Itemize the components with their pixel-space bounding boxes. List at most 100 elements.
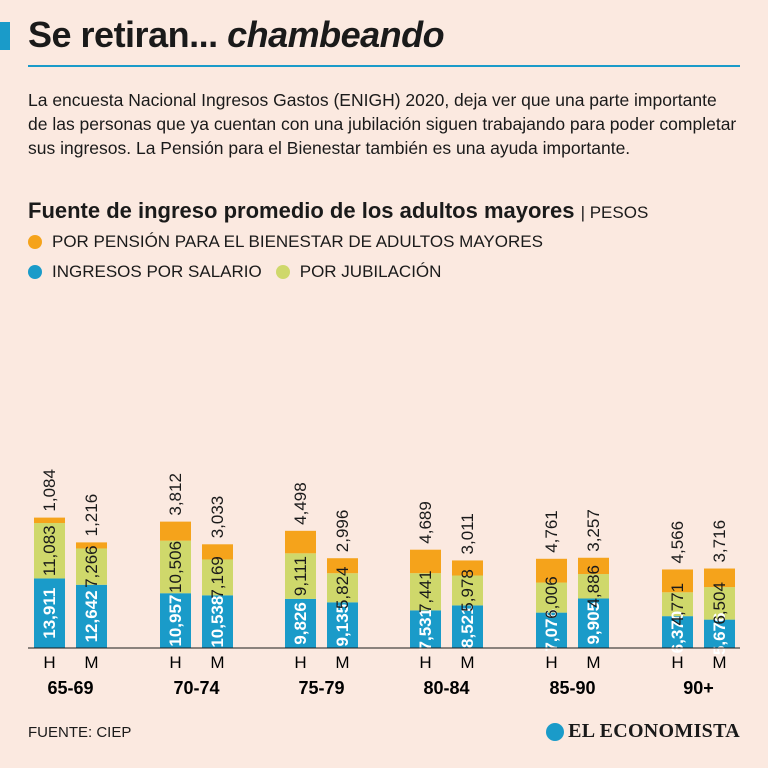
data-label-pension: 4,498 (291, 482, 310, 525)
legend-row-1: POR PENSIÓN PARA EL BIENESTAR DE ADULTOS… (28, 232, 557, 252)
legend-dot-jubilacion (275, 265, 290, 279)
bar-segment-pension (34, 517, 65, 524)
bar-segment-jubilacion (410, 573, 441, 611)
x-group-label: 80-84 (423, 678, 469, 698)
title-divider (28, 65, 740, 67)
data-label-jubilacion: 11,083 (40, 525, 59, 576)
chart-units: | PESOS (580, 203, 649, 222)
data-label-jubilacion: 5,978 (458, 569, 477, 612)
bar-segment-pension (536, 558, 567, 583)
x-group-label: 75-79 (298, 678, 344, 698)
title-accent-bar (0, 22, 10, 50)
x-sub-label: M (84, 653, 98, 672)
legend-label-jubilacion: POR JUBILACIÓN (299, 262, 442, 281)
data-label-jubilacion: 10,506 (166, 541, 185, 593)
bar-segment-pension (410, 549, 441, 574)
chart-title: Fuente de ingreso promedio de los adulto… (28, 198, 649, 223)
data-label-pension: 4,761 (542, 510, 561, 553)
bar-segment-salario (410, 610, 441, 648)
bar-segment-pension (160, 521, 191, 541)
bar-segment-pension (327, 558, 358, 574)
stacked-bar-chart: 13,911 11,083 1,084 H 12,642 7,266 1,216 M 10,95… (28, 469, 740, 698)
bar-segment-jubilacion (76, 548, 107, 585)
bar-segment-pension (578, 557, 609, 575)
legend-row-2: INGRESOS POR SALARIO POR JUBILACIÓN (28, 262, 455, 282)
bar-segment-pension (662, 569, 693, 593)
x-group-label: 90+ (683, 678, 714, 698)
x-sub-label: H (419, 653, 431, 672)
brand-name: EL ECONOMISTA (568, 720, 740, 742)
page-title: Se retiran... chambeando (28, 14, 445, 55)
x-sub-label: H (169, 653, 181, 672)
data-label-jubilacion: 5,824 (333, 566, 352, 609)
data-label-pension: 3,033 (208, 496, 227, 539)
x-sub-label: M (335, 653, 349, 672)
legend-dot-pension (28, 235, 42, 249)
x-sub-label: M (712, 653, 726, 672)
bar-segment-jubilacion (285, 553, 316, 599)
bar-segment-jubilacion (704, 587, 735, 620)
bar-segment-pension (202, 544, 233, 560)
bar-segment-jubilacion (327, 573, 358, 603)
bar-segment-pension (76, 542, 107, 549)
data-label-pension: 3,011 (458, 513, 477, 554)
legend-item-pension: POR PENSIÓN PARA EL BIENESTAR DE ADULTOS… (28, 232, 543, 252)
x-sub-label: H (43, 653, 55, 672)
bar-segment-salario (704, 619, 735, 648)
x-sub-label: H (671, 653, 683, 672)
data-label-pension: 3,812 (166, 473, 185, 516)
x-sub-label: H (294, 653, 306, 672)
data-label-salario: 13,911 (40, 588, 59, 639)
data-label-salario: 7,531 (416, 608, 435, 651)
bar-segment-jubilacion (160, 540, 191, 594)
x-sub-label: M (460, 653, 474, 672)
data-label-pension: 2,996 (333, 510, 352, 553)
x-sub-label: M (210, 653, 224, 672)
legend-item-salario: INGRESOS POR SALARIO (28, 262, 262, 282)
data-label-salario: 9,135 (333, 604, 352, 647)
x-group-label: 85-90 (549, 678, 595, 698)
data-label-jubilacion: 4,886 (584, 565, 603, 608)
source-note: FUENTE: CIEP (28, 724, 132, 741)
data-label-pension: 3,257 (584, 509, 603, 552)
data-label-salario: 7,076 (542, 609, 561, 652)
data-label-pension: 3,716 (710, 520, 729, 563)
data-label-salario: 9,905 (584, 602, 603, 645)
data-label-jubilacion: 7,169 (208, 556, 227, 599)
data-label-pension: 1,216 (82, 494, 101, 537)
bar-segment-pension (704, 568, 735, 588)
bar-segment-jubilacion (202, 559, 233, 596)
legend-label-pension: POR PENSIÓN PARA EL BIENESTAR DE ADULTOS… (52, 232, 543, 251)
bar-segment-pension (452, 560, 483, 576)
data-label-salario: 12,642 (82, 590, 101, 642)
data-label-salario: 10,538 (208, 596, 227, 648)
data-label-jubilacion: 9,111 (291, 556, 310, 596)
intro-paragraph: La encuesta Nacional Ingresos Gastos (EN… (28, 90, 737, 158)
data-label-jubilacion: 4,771 (668, 583, 687, 626)
bar-segment-salario (452, 605, 483, 648)
data-label-pension: 4,566 (668, 521, 687, 564)
x-sub-label: M (586, 653, 600, 672)
legend-item-jubilacion: POR JUBILACIÓN (275, 262, 442, 282)
bar-segment-salario (662, 616, 693, 648)
brand-logo: EL ECONOMISTA (546, 720, 740, 743)
data-label-salario: 9,826 (291, 602, 310, 645)
data-label-pension: 1,084 (40, 469, 59, 512)
data-label-jubilacion: 6,504 (710, 582, 729, 625)
bar-segment-jubilacion (662, 592, 693, 617)
data-label-pension: 4,689 (416, 501, 435, 544)
brand-logo-icon (546, 722, 565, 741)
bar-segment-pension (285, 530, 316, 554)
data-label-jubilacion: 6,006 (542, 576, 561, 619)
data-label-jubilacion: 7,441 (416, 570, 435, 613)
bar-segment-salario (536, 612, 567, 648)
x-sub-label: H (545, 653, 557, 672)
data-label-jubilacion: 7,266 (82, 545, 101, 588)
bar-segment-jubilacion (536, 582, 567, 613)
data-label-salario: 6,370 (668, 611, 687, 654)
bar-segment-salario (327, 602, 358, 648)
bar-segment-jubilacion (578, 574, 609, 599)
bar-segment-salario (34, 578, 65, 648)
legend-label-salario: INGRESOS POR SALARIO (52, 262, 262, 281)
bar-segment-jubilacion (34, 523, 65, 579)
